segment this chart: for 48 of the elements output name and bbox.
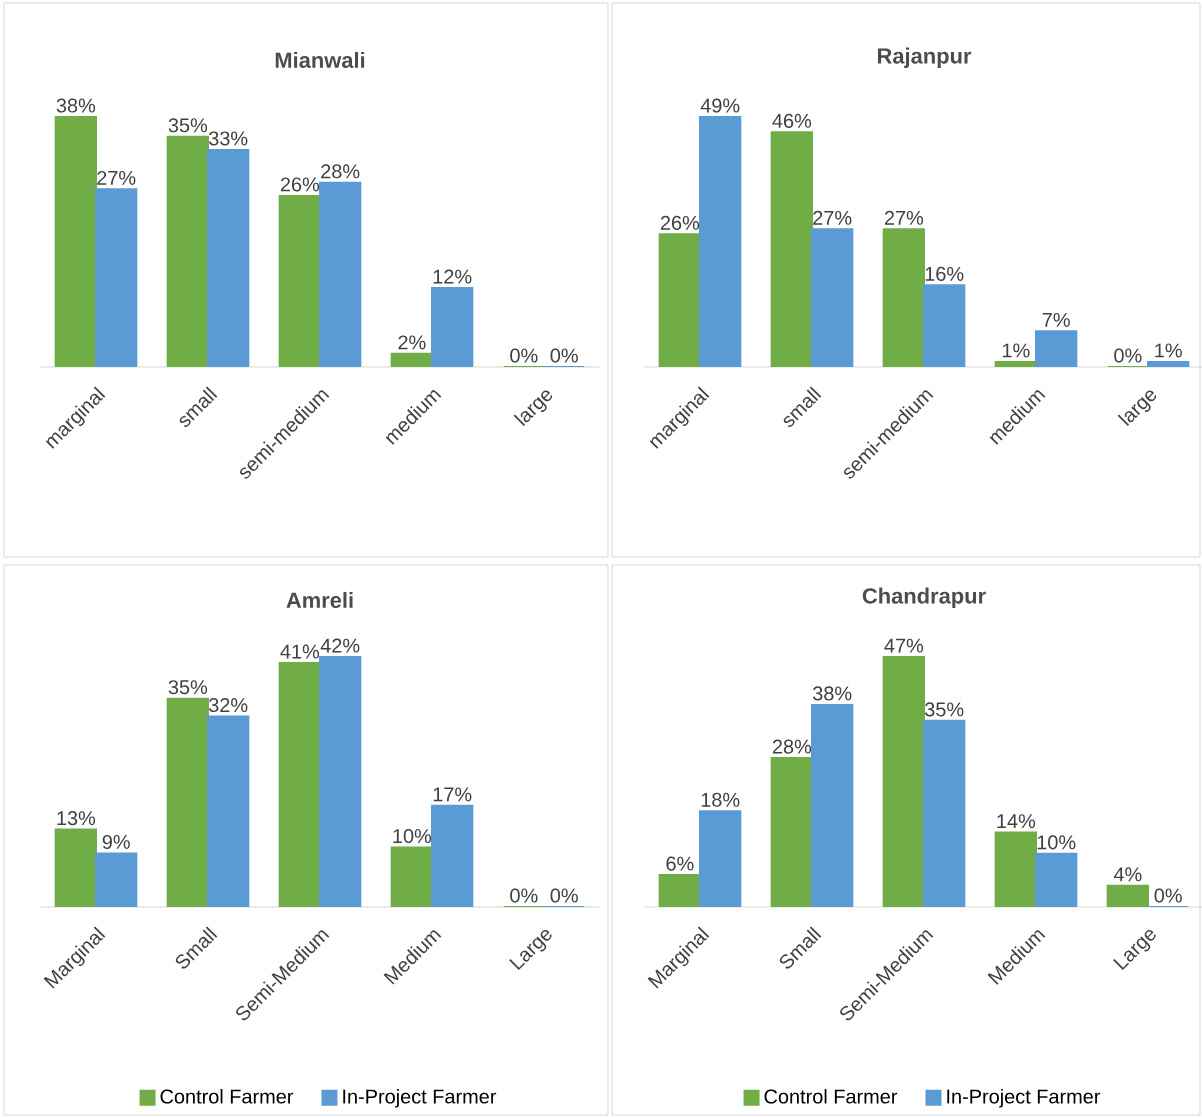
data-label: 9% [102,834,130,850]
data-label: 26% [280,177,320,192]
data-label: 0% [1154,888,1182,903]
chart-title: Mianwali [275,51,365,68]
data-label: 47% [884,638,924,653]
data-label: 12% [433,269,472,284]
data-label: 38% [56,98,96,113]
data-label: 17% [433,787,472,802]
data-label: 27% [97,170,136,185]
data-label: 0% [510,348,538,363]
data-label: 1% [1155,343,1182,358]
data-label: 26% [660,215,700,230]
data-label: 0% [510,888,538,903]
data-label: 35% [924,702,964,717]
data-label: 42% [320,638,360,653]
data-label: 6% [666,856,694,871]
data-label: 0% [550,888,578,903]
data-label: 49% [700,98,740,113]
data-label: 2% [398,335,426,350]
legend-label: In-Project Farmer [947,1088,1101,1108]
data-label: 27% [813,210,852,225]
legend-label: Control Farmer [160,1088,294,1104]
data-label: 35% [168,680,208,695]
data-label: 38% [812,686,852,701]
chart-title: Chandrapur [862,587,986,608]
data-label: 18% [701,792,740,807]
data-label: 10% [393,828,432,844]
data-label: 14% [997,814,1036,829]
chart-title: Rajanpur [877,47,972,68]
data-label: 28% [772,739,812,754]
data-label: 10% [1037,835,1076,850]
data-label: 27% [884,210,924,225]
legend-label: In-Project Farmer [343,1088,497,1108]
data-label: 4% [1113,867,1142,882]
data-label: 0% [1114,348,1142,363]
data-label: 0% [550,348,578,363]
data-label: 1% [1002,343,1030,358]
data-label: 28% [321,164,360,179]
data-label: 35% [168,118,208,133]
data-label: 13% [57,811,96,826]
data-label: 16% [925,266,964,281]
legend-label: Control Farmer [764,1088,898,1104]
chart-title: Amreli [286,591,353,608]
data-label: 41% [280,644,320,659]
data-label: 33% [208,131,248,146]
data-label: 7% [1042,312,1070,327]
data-label: 32% [208,698,248,713]
data-label: 46% [772,113,812,128]
